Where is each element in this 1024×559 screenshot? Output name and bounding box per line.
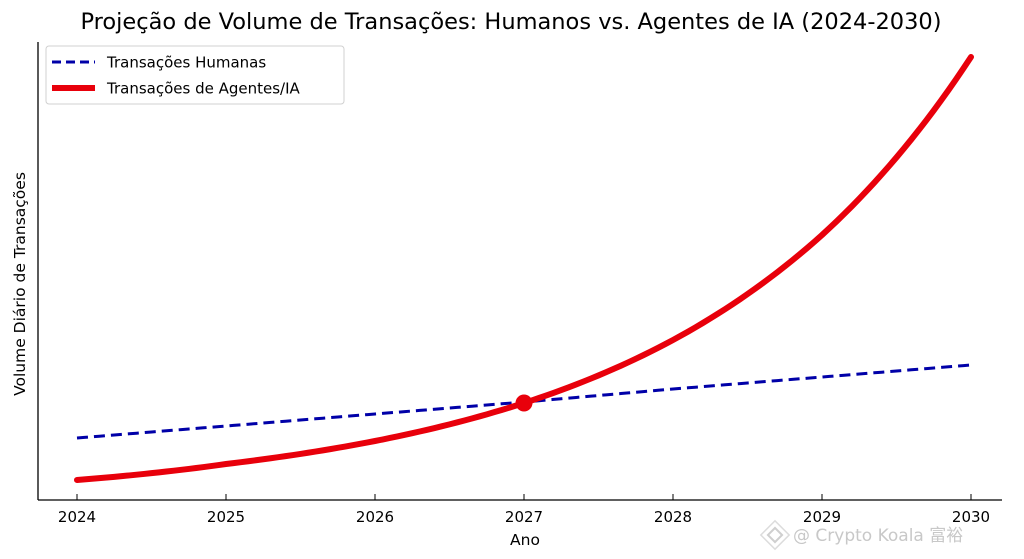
legend-box <box>45 45 345 105</box>
x-tick-label: 2030 <box>952 508 990 526</box>
legend-label-agentes: Transações de Agentes/IA <box>106 80 301 98</box>
axes <box>37 42 1002 501</box>
x-tick-label: 2029 <box>803 508 841 526</box>
binance-logo-icon <box>759 519 791 551</box>
x-axis-label: Ano <box>510 531 540 549</box>
x-tick-label: 2024 <box>58 508 96 526</box>
y-axis-label: Volume Diário de Transações <box>11 172 29 396</box>
watermark-text: @ Crypto Koala 富裕 <box>793 526 963 546</box>
series-line-agentes <box>74 54 974 483</box>
crossover-marker <box>515 394 533 412</box>
x-tick-label: 2026 <box>356 508 394 526</box>
legend: Transações Humanas Transações de Agentes… <box>45 45 345 105</box>
chart-title: Projeção de Volume de Transações: Humano… <box>80 9 941 35</box>
watermark: @ Crypto Koala 富裕 <box>759 519 963 551</box>
legend-label-humanas: Transações Humanas <box>106 54 266 72</box>
x-tick-label: 2025 <box>207 508 245 526</box>
x-ticks: 2024 2025 2026 2027 2028 2029 2030 <box>58 494 990 526</box>
series-layer <box>74 54 974 483</box>
x-tick-label: 2028 <box>654 508 692 526</box>
x-tick-label: 2027 <box>505 508 543 526</box>
